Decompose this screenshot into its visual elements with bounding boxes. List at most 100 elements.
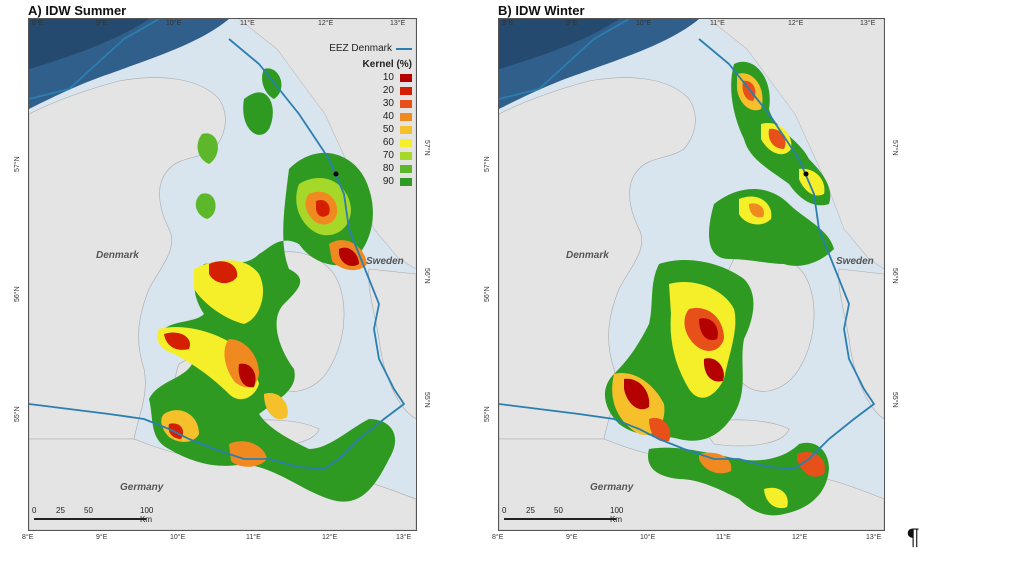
lat-tick: 56°N [14, 286, 21, 302]
lon-tick: 9°E [566, 20, 578, 27]
map-summer [28, 18, 417, 531]
lon-tick: 11°E [710, 20, 725, 27]
legend: EEZ Denmark Kernel (%) 10 20 30 40 50 60 70 80 9… [314, 42, 412, 188]
map-canvas [29, 19, 416, 530]
place-label-denmark: Denmark [96, 250, 139, 261]
place-label-germany: Germany [590, 482, 634, 493]
legend-kernel-label: 40 [382, 111, 394, 122]
legend-kernel-swatch [400, 138, 412, 147]
legend-kernel-swatch [400, 99, 412, 108]
legend-kernel-swatch [400, 86, 412, 95]
lat-tick: 56°N [484, 286, 491, 302]
scale-bar: 0 25 50 100 Km [502, 506, 632, 524]
scale-label: 25 [526, 506, 535, 515]
legend-kernel-label: 70 [382, 150, 394, 161]
land-jutland [499, 77, 696, 440]
legend-kernel-row: 60 [314, 136, 412, 149]
legend-kernel-label: 30 [382, 98, 394, 109]
legend-kernel-label: 60 [382, 137, 394, 148]
scale-label: 100 Km [610, 506, 624, 524]
lat-tick: 55°N [423, 392, 430, 408]
lon-tick: 8°E [492, 534, 504, 541]
legend-kernel-label: 80 [382, 163, 394, 174]
place-label-germany: Germany [120, 482, 164, 493]
lat-tick: 55°N [14, 406, 21, 422]
lon-tick: 13°E [860, 20, 876, 27]
legend-kernel-title: Kernel (%) [362, 59, 412, 70]
lat-tick: 55°N [484, 406, 491, 422]
scale-label: 0 [502, 506, 507, 515]
point-marker [333, 171, 339, 177]
lat-tick: 55°N [891, 392, 898, 408]
legend-kernel-row: 40 [314, 110, 412, 123]
lon-tick: 13°E [390, 20, 406, 27]
lon-tick: 11°E [246, 534, 261, 541]
lat-tick: 57°N [423, 140, 430, 156]
eez-line-swatch [396, 47, 412, 50]
deep-sea-core [499, 19, 619, 69]
lon-tick: 10°E [636, 20, 652, 27]
lon-tick: 11°E [240, 20, 255, 27]
lat-tick: 56°N [891, 268, 898, 284]
map-canvas [499, 19, 884, 530]
panel-title: A) IDW Summer [28, 3, 127, 18]
legend-kernel-swatch [400, 151, 412, 160]
scale-label: 100 Km [140, 506, 154, 524]
eez-boundary [499, 19, 876, 470]
panel-title: B) IDW Winter [498, 3, 585, 18]
legend-eez-label: EEZ Denmark [329, 43, 392, 54]
legend-kernel-swatch [400, 164, 412, 173]
legend-kernel-row: 80 [314, 162, 412, 175]
lon-tick: 10°E [166, 20, 182, 27]
lon-tick: 8°E [32, 20, 44, 27]
legend-kernel-row: 50 [314, 123, 412, 136]
eez-boundary [29, 19, 406, 470]
scale-line [504, 518, 616, 520]
legend-kernel-row: 10 [314, 71, 412, 84]
land-scania [368, 268, 416, 420]
lat-tick: 56°N [423, 268, 430, 284]
legend-kernel-row: 30 [314, 97, 412, 110]
legend-kernel-swatch [400, 125, 412, 134]
legend-kernel-label: 50 [382, 124, 394, 135]
kernel-density [149, 68, 396, 502]
lat-tick: 57°N [484, 156, 491, 172]
lon-tick: 9°E [96, 20, 108, 27]
lon-tick: 8°E [502, 20, 514, 27]
lon-tick: 9°E [96, 534, 108, 541]
kernel-density [604, 61, 834, 516]
scale-label: 0 [32, 506, 37, 515]
lon-tick: 8°E [22, 534, 34, 541]
place-label-sweden: Sweden [366, 256, 404, 267]
lon-tick: 12°E [788, 20, 804, 27]
land-jutland [29, 77, 226, 440]
legend-kernel-label: 20 [382, 85, 394, 96]
deep-sea-core [29, 19, 149, 69]
legend-kernel-swatch [400, 112, 412, 121]
legend-kernel-label: 90 [382, 176, 394, 187]
lat-tick: 57°N [891, 140, 898, 156]
place-label-sweden: Sweden [836, 256, 874, 267]
land-scania [838, 268, 884, 420]
legend-kernel-rows: 10 20 30 40 50 60 70 80 90 [314, 71, 412, 188]
scale-label: 50 [84, 506, 93, 515]
place-label-denmark: Denmark [566, 250, 609, 261]
scale-label: 50 [554, 506, 563, 515]
lon-tick: 10°E [170, 534, 186, 541]
paragraph-mark: ¶ [906, 526, 920, 551]
legend-kernel-swatch [400, 177, 412, 186]
lon-tick: 10°E [640, 534, 656, 541]
scale-line [34, 518, 146, 520]
lon-tick: 13°E [396, 534, 412, 541]
legend-kernel-swatch [400, 73, 412, 82]
legend-kernel-label: 10 [382, 72, 394, 83]
legend-eez-row: EEZ Denmark [314, 42, 412, 55]
lon-tick: 12°E [322, 534, 338, 541]
lon-tick: 12°E [792, 534, 808, 541]
lon-tick: 9°E [566, 534, 578, 541]
legend-kernel-row: 20 [314, 84, 412, 97]
lon-tick: 11°E [716, 534, 731, 541]
map-winter [498, 18, 885, 531]
legend-kernel-row: 70 [314, 149, 412, 162]
scale-bar: 0 25 50 100 Km [32, 506, 162, 524]
